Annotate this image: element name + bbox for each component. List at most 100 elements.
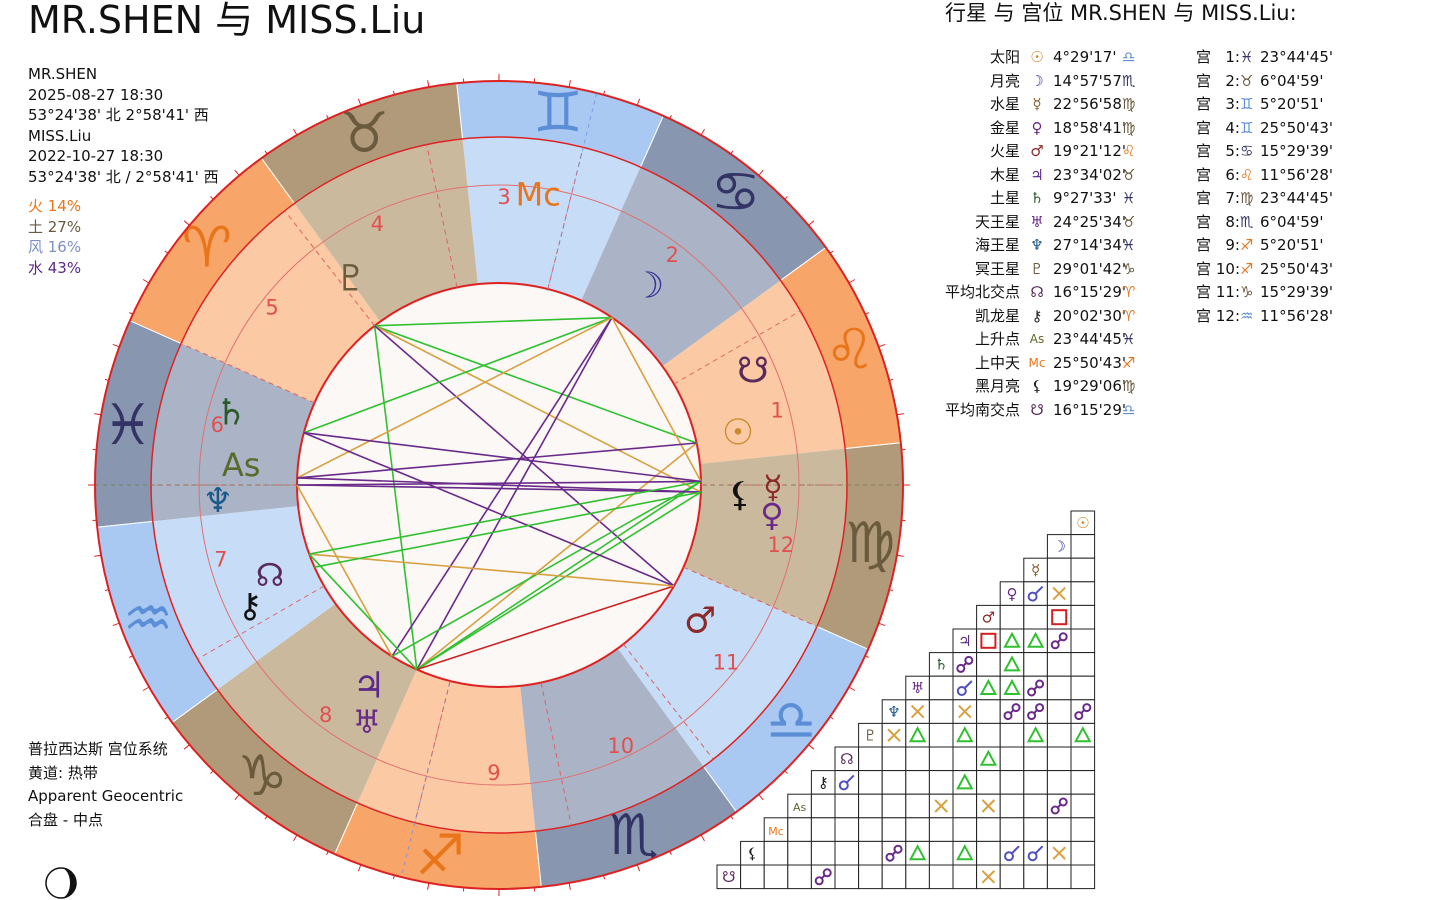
grid-cell	[859, 794, 883, 818]
grid-row-label: ☋	[722, 868, 735, 886]
grid-cell	[1071, 629, 1095, 653]
grid-row-label: ☽	[1052, 538, 1065, 556]
grid-cell	[1047, 676, 1071, 700]
grid-cell	[859, 818, 883, 842]
grid-cell	[1047, 865, 1071, 889]
grid-row-label: ☿	[1031, 561, 1040, 579]
grid-row-label: ⚸	[747, 844, 758, 862]
grid-cell	[1000, 723, 1024, 747]
grid-row-label: ♄	[934, 656, 947, 674]
grid-row-label: ♂	[982, 608, 995, 626]
grid-cell	[1000, 865, 1024, 889]
grid-cell	[953, 747, 977, 771]
grid-cell	[977, 841, 1001, 865]
grid-row-label: As	[793, 801, 807, 814]
grid-cell	[859, 771, 883, 795]
grid-cell	[1000, 794, 1024, 818]
grid-row-label: ♅	[911, 679, 924, 697]
grid-cell	[1047, 747, 1071, 771]
grid-cell	[859, 747, 883, 771]
grid-cell	[953, 794, 977, 818]
grid-cell	[929, 676, 953, 700]
grid-cell	[1024, 865, 1048, 889]
grid-cell	[1071, 747, 1095, 771]
grid-cell	[788, 841, 812, 865]
grid-row-label: ♃	[958, 632, 971, 650]
grid-cell	[906, 747, 930, 771]
grid-cell	[1000, 818, 1024, 842]
grid-cell	[1000, 605, 1024, 629]
grid-cell	[906, 794, 930, 818]
grid-cell	[1071, 841, 1095, 865]
grid-cell	[977, 723, 1001, 747]
grid-cell	[929, 747, 953, 771]
grid-cell	[811, 794, 835, 818]
grid-cell	[859, 865, 883, 889]
grid-cell	[1071, 794, 1095, 818]
grid-cell	[1071, 558, 1095, 582]
grid-cell	[1071, 582, 1095, 606]
grid-cell	[929, 841, 953, 865]
grid-cell	[811, 818, 835, 842]
grid-row-label: ♇	[864, 726, 877, 744]
grid-cell	[1024, 794, 1048, 818]
grid-cell	[1071, 676, 1095, 700]
grid-row-label: ⚷	[818, 774, 829, 792]
grid-cell	[1024, 653, 1048, 677]
grid-cell	[1024, 771, 1048, 795]
grid-cell	[953, 818, 977, 842]
grid-cell	[1000, 747, 1024, 771]
grid-cell	[929, 865, 953, 889]
grid-cell	[788, 865, 812, 889]
grid-row-label: ☊	[840, 750, 853, 768]
grid-cell	[1071, 653, 1095, 677]
grid-cell	[882, 818, 906, 842]
grid-cell	[764, 865, 788, 889]
grid-cell	[1047, 771, 1071, 795]
grid-cell	[835, 865, 859, 889]
grid-cell	[764, 841, 788, 865]
grid-cell	[906, 865, 930, 889]
grid-cell	[1047, 700, 1071, 724]
grid-cell	[929, 818, 953, 842]
grid-cell	[1047, 653, 1071, 677]
grid-cell	[859, 841, 883, 865]
grid-cell	[1024, 818, 1048, 842]
grid-cell	[741, 865, 765, 889]
grid-cell	[788, 818, 812, 842]
grid-cell	[835, 841, 859, 865]
grid-cell	[1071, 535, 1095, 559]
grid-row-label: ♀	[1007, 585, 1018, 603]
grid-cell	[882, 794, 906, 818]
grid-cell	[1071, 865, 1095, 889]
grid-cell	[835, 794, 859, 818]
grid-cell	[1000, 771, 1024, 795]
grid-cell	[906, 771, 930, 795]
grid-cell	[1024, 747, 1048, 771]
grid-cell	[953, 865, 977, 889]
grid-cell	[835, 818, 859, 842]
grid-row-label: ☉	[1076, 514, 1089, 532]
grid-cell	[906, 818, 930, 842]
grid-cell	[977, 629, 1001, 653]
grid-cell	[1071, 771, 1095, 795]
grid-row-label: Mc	[768, 825, 784, 838]
grid-cell	[1071, 605, 1095, 629]
grid-cell	[1047, 558, 1071, 582]
grid-cell	[882, 865, 906, 889]
grid-cell	[1047, 605, 1071, 629]
grid-cell	[977, 771, 1001, 795]
grid-cell	[1047, 723, 1071, 747]
grid-cell	[882, 747, 906, 771]
grid-cell	[977, 818, 1001, 842]
grid-cell	[929, 723, 953, 747]
grid-cell	[977, 653, 1001, 677]
grid-cell	[882, 771, 906, 795]
grid-cell	[929, 700, 953, 724]
grid-cell	[811, 841, 835, 865]
grid-cell	[1024, 605, 1048, 629]
grid-cell	[977, 700, 1001, 724]
grid-cell	[1071, 818, 1095, 842]
